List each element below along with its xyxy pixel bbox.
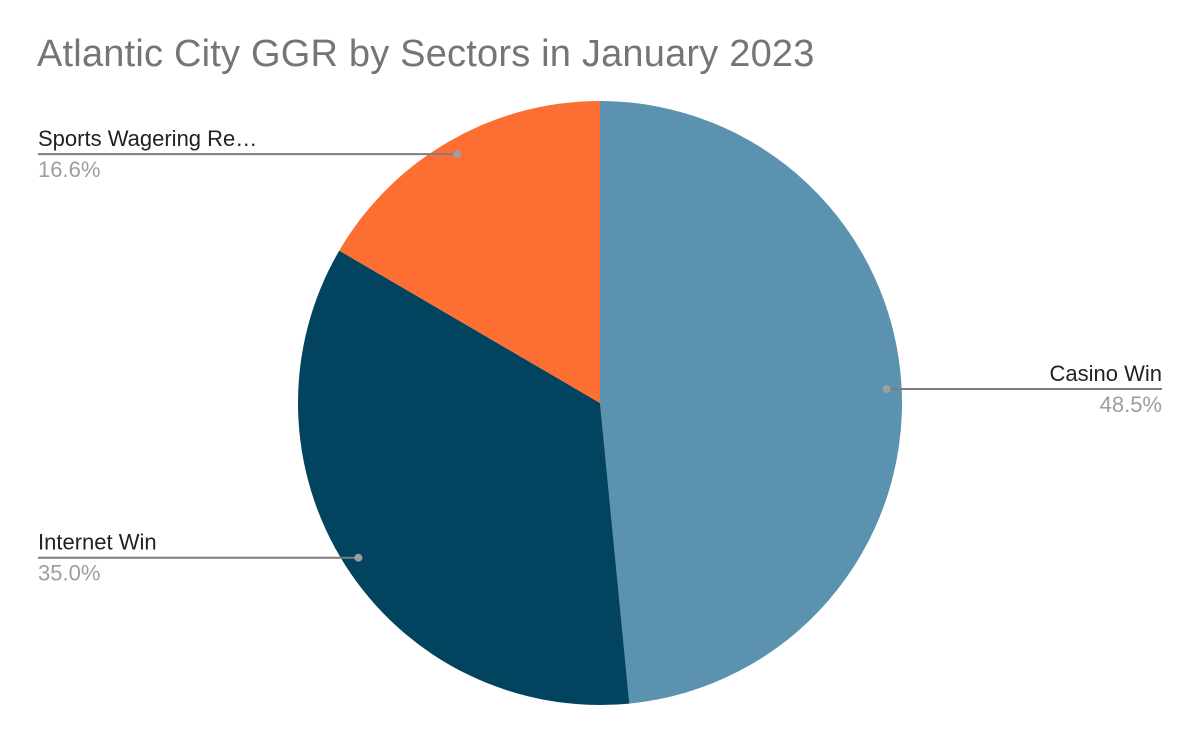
pie-slice-internet-win[interactable] bbox=[297, 250, 630, 705]
data-value-sports-wagering-revenue: 16.6% bbox=[38, 157, 100, 182]
data-label-casino-win: Casino Win bbox=[1050, 361, 1162, 386]
pie-slice-sports-wagering-revenue[interactable] bbox=[339, 101, 600, 403]
leader-dot-sports-wagering-revenue bbox=[453, 150, 462, 159]
chart-title: Atlantic City GGR by Sectors in January … bbox=[37, 33, 815, 75]
data-label-internet-win: Internet Win bbox=[38, 530, 157, 555]
leader-dot-casino-win bbox=[882, 385, 891, 394]
data-label-sports-wagering-revenue: Sports Wagering Re… bbox=[38, 126, 257, 151]
pie-slice-casino-win[interactable] bbox=[600, 101, 902, 704]
leader-dot-internet-win bbox=[354, 553, 363, 562]
data-value-internet-win: 35.0% bbox=[38, 561, 100, 586]
data-value-casino-win: 48.5% bbox=[1100, 392, 1162, 417]
